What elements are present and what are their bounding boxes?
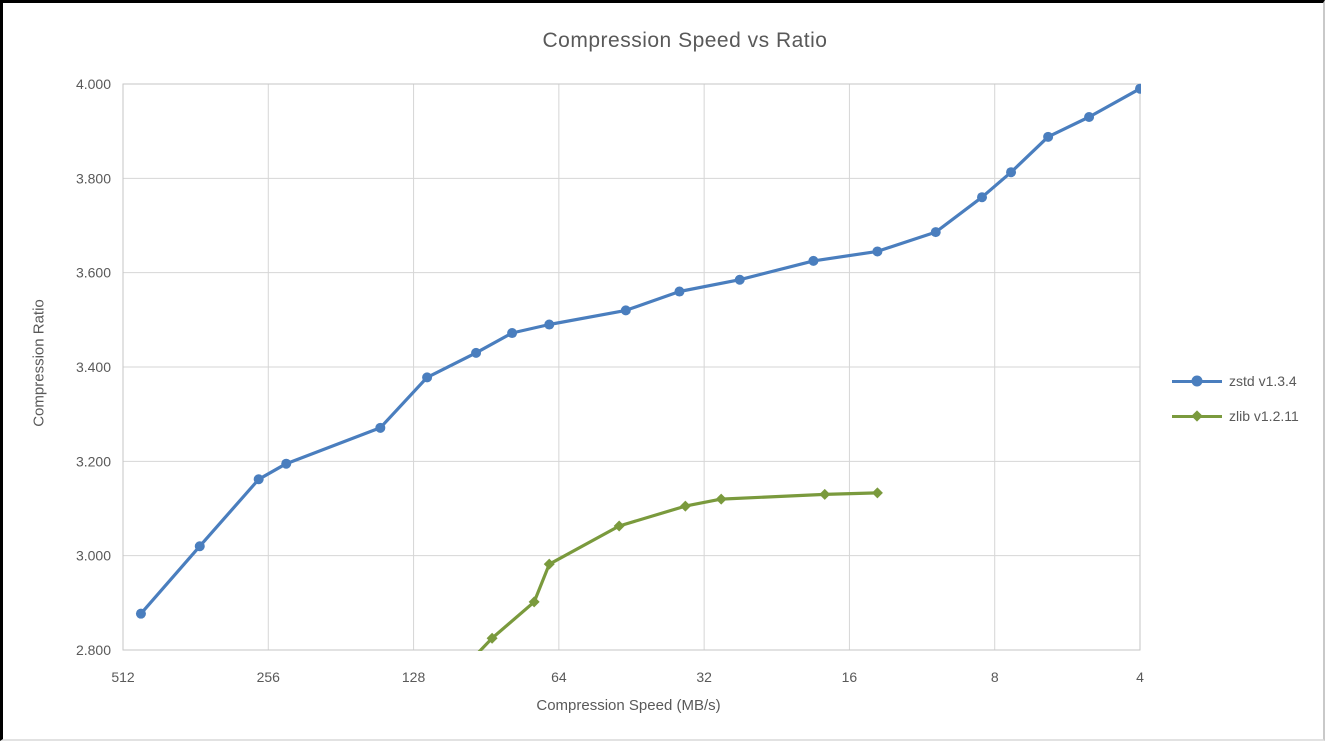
svg-text:3.400: 3.400: [76, 359, 111, 375]
svg-text:8: 8: [991, 669, 999, 685]
legend-item-zstd: zstd v1.3.4: [1172, 370, 1322, 392]
zstd-line-swatch: [1172, 374, 1222, 388]
svg-text:16: 16: [842, 669, 858, 685]
svg-text:256: 256: [257, 669, 281, 685]
legend: zstd v1.3.4 zlib v1.2.11: [1172, 370, 1322, 440]
chart-title: Compression Speed vs Ratio: [542, 29, 828, 52]
svg-text:128: 128: [402, 669, 426, 685]
legend-item-zlib: zlib v1.2.11: [1172, 405, 1322, 427]
svg-text:3.200: 3.200: [76, 453, 111, 469]
svg-text:32: 32: [696, 669, 712, 685]
svg-text:512: 512: [111, 669, 135, 685]
x-axis-title: Compression Speed (MB/s): [536, 697, 721, 714]
svg-text:3.800: 3.800: [76, 170, 111, 186]
zlib-line-swatch: [1172, 409, 1222, 423]
circle-marker-icon: [1191, 375, 1203, 387]
diamond-marker-icon: [1191, 410, 1203, 422]
legend-label-zstd: zstd v1.3.4: [1229, 373, 1297, 389]
legend-label-zlib: zlib v1.2.11: [1229, 408, 1299, 424]
svg-text:4.000: 4.000: [76, 76, 111, 92]
svg-text:64: 64: [551, 669, 567, 685]
svg-text:3.000: 3.000: [76, 548, 111, 564]
svg-text:2.800: 2.800: [76, 642, 111, 658]
svg-text:3.600: 3.600: [76, 265, 111, 281]
y-axis-title: Compression Ratio: [30, 299, 48, 427]
svg-text:4: 4: [1136, 669, 1144, 685]
